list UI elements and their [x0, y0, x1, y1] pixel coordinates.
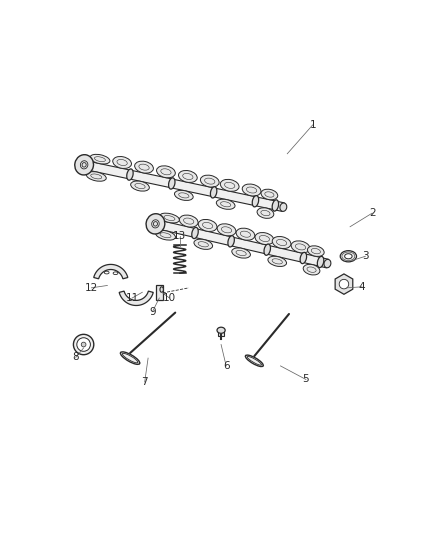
Ellipse shape — [307, 246, 324, 256]
Ellipse shape — [90, 155, 110, 164]
Polygon shape — [156, 286, 162, 301]
Ellipse shape — [146, 214, 165, 234]
Polygon shape — [83, 160, 284, 212]
Ellipse shape — [300, 252, 307, 264]
Text: 9: 9 — [149, 306, 156, 317]
Ellipse shape — [228, 236, 234, 247]
Circle shape — [74, 334, 94, 354]
Ellipse shape — [324, 260, 331, 268]
Text: 11: 11 — [126, 293, 139, 303]
Ellipse shape — [169, 178, 175, 189]
Ellipse shape — [272, 200, 279, 211]
Ellipse shape — [174, 190, 193, 200]
Polygon shape — [155, 220, 328, 268]
Ellipse shape — [232, 248, 251, 258]
Ellipse shape — [178, 171, 197, 182]
Ellipse shape — [194, 239, 212, 249]
Ellipse shape — [272, 237, 291, 248]
Ellipse shape — [317, 256, 324, 268]
Ellipse shape — [160, 287, 163, 292]
Ellipse shape — [268, 256, 286, 266]
Ellipse shape — [134, 161, 153, 173]
Ellipse shape — [131, 181, 149, 191]
Text: 13: 13 — [173, 231, 186, 241]
Ellipse shape — [291, 241, 310, 253]
Ellipse shape — [257, 208, 274, 219]
Text: 10: 10 — [163, 293, 176, 303]
Ellipse shape — [155, 230, 176, 240]
Text: 7: 7 — [141, 377, 148, 387]
Ellipse shape — [220, 180, 239, 191]
Ellipse shape — [255, 232, 274, 245]
Ellipse shape — [242, 184, 261, 196]
Ellipse shape — [155, 219, 162, 230]
Polygon shape — [94, 264, 128, 279]
Text: 2: 2 — [369, 208, 375, 218]
Text: 5: 5 — [303, 375, 309, 384]
Ellipse shape — [303, 264, 320, 275]
Ellipse shape — [120, 352, 140, 365]
Text: 12: 12 — [85, 283, 98, 293]
Ellipse shape — [245, 355, 263, 367]
Polygon shape — [335, 274, 353, 294]
Ellipse shape — [104, 271, 109, 274]
Ellipse shape — [210, 187, 217, 198]
Ellipse shape — [113, 157, 131, 168]
Ellipse shape — [201, 175, 219, 187]
Text: 8: 8 — [72, 352, 79, 362]
Ellipse shape — [192, 228, 198, 239]
Ellipse shape — [86, 172, 106, 181]
Ellipse shape — [280, 203, 287, 212]
Circle shape — [339, 279, 349, 289]
Ellipse shape — [198, 220, 217, 231]
Ellipse shape — [216, 199, 235, 209]
Ellipse shape — [75, 155, 93, 175]
Polygon shape — [218, 330, 224, 336]
Ellipse shape — [179, 215, 198, 227]
Ellipse shape — [156, 166, 175, 178]
Ellipse shape — [217, 224, 236, 236]
Ellipse shape — [236, 228, 255, 240]
Text: 3: 3 — [362, 251, 369, 261]
Ellipse shape — [85, 160, 92, 171]
Ellipse shape — [345, 254, 352, 259]
Ellipse shape — [127, 169, 133, 180]
Ellipse shape — [113, 272, 118, 274]
Ellipse shape — [261, 189, 278, 200]
Ellipse shape — [159, 213, 180, 223]
Ellipse shape — [340, 251, 357, 262]
Text: 6: 6 — [223, 361, 230, 371]
Ellipse shape — [252, 196, 259, 207]
Text: 1: 1 — [309, 120, 316, 130]
Circle shape — [81, 342, 86, 347]
Text: 4: 4 — [359, 282, 365, 292]
Polygon shape — [119, 291, 153, 305]
Ellipse shape — [217, 327, 225, 333]
Circle shape — [77, 338, 90, 351]
Ellipse shape — [264, 244, 271, 255]
